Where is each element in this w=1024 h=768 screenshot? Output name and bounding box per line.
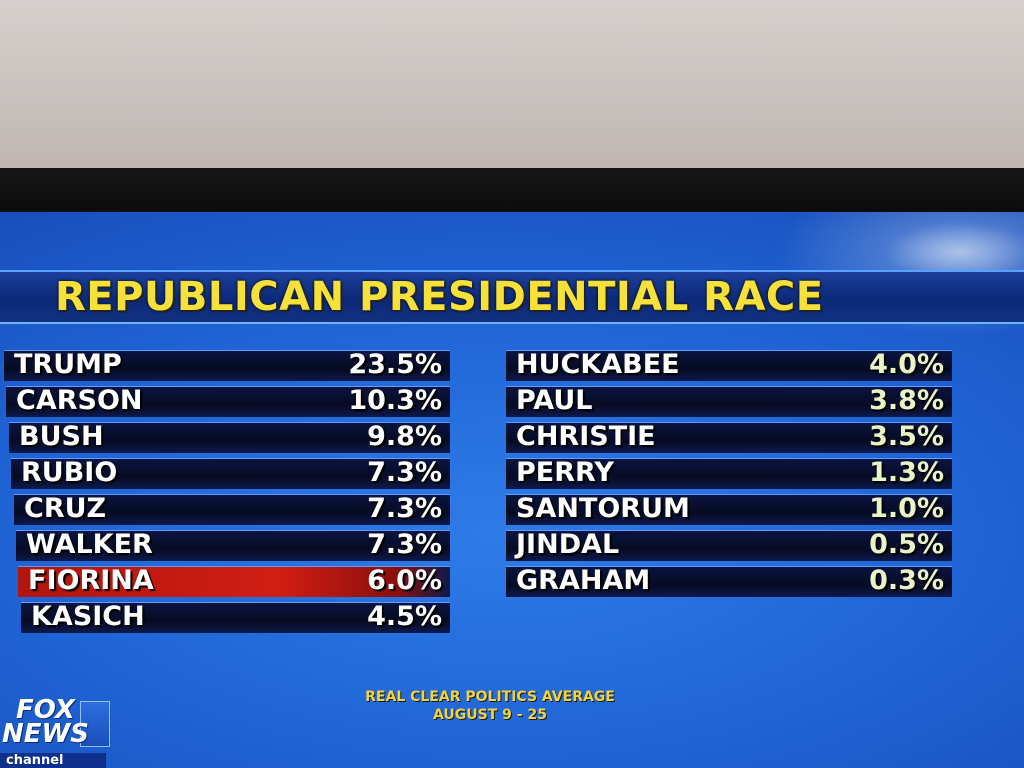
- title-bar: REPUBLICAN PRESIDENTIAL RACE: [0, 270, 1024, 324]
- table-row: CHRISTIE 3.5%: [506, 421, 952, 453]
- table-row: GRAHAM 0.3%: [506, 565, 952, 597]
- candidate-name: SANTORUM: [516, 493, 690, 524]
- table-row: HUCKABEE 4.0%: [506, 349, 952, 381]
- logo-fox-text: FOX: [16, 695, 75, 725]
- table-row: KASICH 4.5%: [21, 601, 450, 633]
- tv-screen: REPUBLICAN PRESIDENTIAL RACE TRUMP 23.5% C…: [0, 212, 1024, 768]
- source-caption: REAL CLEAR POLITICS AVERAGE AUGUST 9 - 2…: [0, 688, 980, 724]
- table-row: SANTORUM 1.0%: [506, 493, 952, 525]
- table-row: CRUZ 7.3%: [14, 493, 450, 525]
- poll-percentage: 1.0%: [869, 493, 944, 524]
- poll-percentage: 4.5%: [367, 601, 442, 632]
- candidate-name: PERRY: [516, 457, 614, 488]
- chart-title: REPUBLICAN PRESIDENTIAL RACE: [55, 274, 824, 320]
- poll-table: TRUMP 23.5% CARSON 10.3% BUSH 9.8% RUBIO 7.3% CR…: [0, 349, 1024, 640]
- logo-bug-box: [80, 701, 110, 747]
- poll-percentage: 3.5%: [869, 421, 944, 452]
- candidate-name: FIORINA: [28, 565, 154, 596]
- candidate-name: TRUMP: [14, 349, 122, 380]
- candidate-name: GRAHAM: [516, 565, 651, 596]
- candidate-name: CHRISTIE: [516, 421, 656, 452]
- poll-percentage: 10.3%: [348, 385, 442, 416]
- poll-percentage: 0.3%: [869, 565, 944, 596]
- table-row: TRUMP 23.5%: [4, 349, 450, 381]
- poll-percentage: 6.0%: [367, 565, 442, 596]
- source-line-1: REAL CLEAR POLITICS AVERAGE: [365, 689, 615, 705]
- candidate-name: WALKER: [26, 529, 153, 560]
- poll-percentage: 1.3%: [869, 457, 944, 488]
- table-row: CARSON 10.3%: [6, 385, 450, 417]
- table-row: PAUL 3.8%: [506, 385, 952, 417]
- candidate-name: PAUL: [516, 385, 593, 416]
- fox-news-logo: FOX NEWS channel: [0, 687, 110, 768]
- poll-percentage: 0.5%: [869, 529, 944, 560]
- table-row: FIORINA 6.0%: [18, 565, 450, 597]
- logo-news-text: NEWS: [2, 719, 89, 749]
- wall-background: [0, 0, 1024, 172]
- tv-bezel: [0, 168, 1024, 214]
- table-row: JINDAL 0.5%: [506, 529, 952, 561]
- poll-percentage: 3.8%: [869, 385, 944, 416]
- logo-channel-text: channel: [0, 753, 106, 768]
- poll-percentage: 4.0%: [869, 349, 944, 380]
- candidate-name: HUCKABEE: [516, 349, 680, 380]
- poll-percentage: 7.3%: [367, 493, 442, 524]
- table-row: RUBIO 7.3%: [11, 457, 450, 489]
- poll-percentage: 7.3%: [367, 457, 442, 488]
- poll-percentage: 7.3%: [367, 529, 442, 560]
- poll-percentage: 9.8%: [367, 421, 442, 452]
- candidate-name: RUBIO: [21, 457, 118, 488]
- candidate-name: CARSON: [16, 385, 143, 416]
- candidate-name: JINDAL: [516, 529, 620, 560]
- table-row: BUSH 9.8%: [9, 421, 450, 453]
- poll-percentage: 23.5%: [348, 349, 442, 380]
- table-row: WALKER 7.3%: [16, 529, 450, 561]
- candidate-name: CRUZ: [24, 493, 107, 524]
- source-line-2: AUGUST 9 - 25: [433, 707, 547, 723]
- candidate-name: KASICH: [31, 601, 145, 632]
- candidate-name: BUSH: [19, 421, 104, 452]
- table-row: PERRY 1.3%: [506, 457, 952, 489]
